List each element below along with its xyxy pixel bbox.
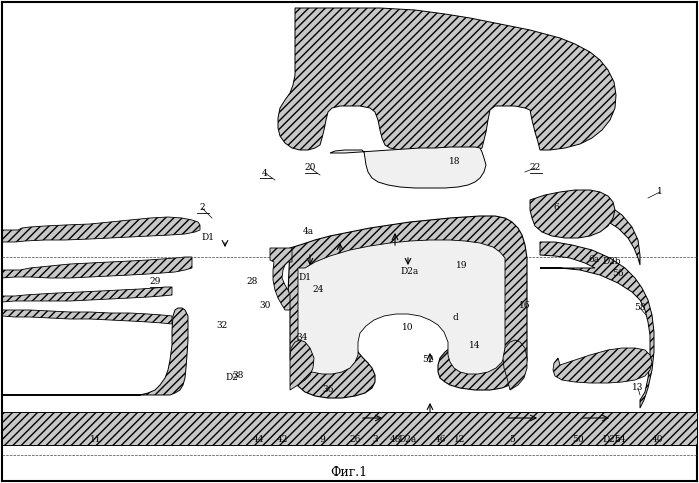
Text: D2b: D2b	[603, 436, 621, 444]
Text: d: d	[452, 313, 458, 323]
Text: 10: 10	[402, 324, 414, 332]
Text: D1: D1	[298, 273, 312, 283]
Text: 40: 40	[652, 436, 664, 444]
Polygon shape	[288, 216, 527, 398]
Text: 28: 28	[246, 278, 258, 286]
Text: 54: 54	[614, 436, 626, 444]
Text: 46: 46	[434, 436, 446, 444]
Polygon shape	[553, 348, 652, 383]
Text: 2: 2	[199, 203, 205, 213]
Polygon shape	[290, 340, 314, 390]
Text: 6a: 6a	[589, 256, 600, 265]
Text: 3: 3	[372, 436, 378, 444]
Text: 13: 13	[633, 384, 644, 393]
Text: 42: 42	[276, 436, 288, 444]
Text: 29: 29	[150, 278, 161, 286]
Text: 4a: 4a	[303, 227, 314, 237]
Text: 9: 9	[319, 436, 325, 444]
Polygon shape	[540, 195, 640, 265]
Text: 34: 34	[296, 333, 308, 342]
Polygon shape	[2, 287, 172, 302]
Polygon shape	[330, 147, 486, 188]
Polygon shape	[2, 310, 172, 324]
Text: 48: 48	[389, 436, 401, 444]
Text: 6: 6	[553, 203, 559, 213]
Text: 5: 5	[509, 436, 515, 444]
Text: D2: D2	[226, 373, 238, 383]
Polygon shape	[2, 217, 200, 242]
Polygon shape	[298, 240, 505, 374]
Text: 24: 24	[312, 285, 324, 295]
Text: 1: 1	[657, 187, 663, 197]
Text: D2b: D2b	[603, 257, 621, 267]
Text: 16: 16	[519, 300, 531, 310]
Text: 32: 32	[217, 321, 228, 329]
Text: 36: 36	[322, 385, 333, 395]
Text: 38: 38	[232, 370, 244, 380]
Text: 14: 14	[469, 341, 481, 350]
Text: 22: 22	[529, 164, 540, 172]
Text: 4: 4	[262, 169, 268, 177]
Polygon shape	[278, 8, 616, 153]
Text: 30: 30	[259, 300, 271, 310]
Text: D1: D1	[201, 233, 215, 242]
Text: 52: 52	[422, 355, 434, 365]
Text: 11: 11	[90, 436, 102, 444]
Polygon shape	[530, 190, 615, 238]
Text: 50: 50	[572, 436, 584, 444]
Text: 26: 26	[350, 436, 361, 444]
Polygon shape	[2, 412, 697, 445]
Text: D2a: D2a	[399, 436, 417, 444]
Text: 44: 44	[252, 436, 264, 444]
Text: 58: 58	[634, 303, 646, 313]
Text: Фиг.1: Фиг.1	[331, 466, 368, 479]
Polygon shape	[2, 308, 188, 395]
Text: D2a: D2a	[401, 268, 419, 276]
Text: 56: 56	[612, 269, 624, 278]
Polygon shape	[2, 257, 192, 278]
Text: 19: 19	[456, 260, 468, 270]
Text: 12: 12	[454, 436, 466, 444]
Polygon shape	[540, 242, 654, 408]
Text: 20: 20	[304, 164, 316, 172]
Polygon shape	[270, 248, 292, 310]
Text: 18: 18	[449, 157, 461, 167]
Polygon shape	[503, 340, 527, 390]
